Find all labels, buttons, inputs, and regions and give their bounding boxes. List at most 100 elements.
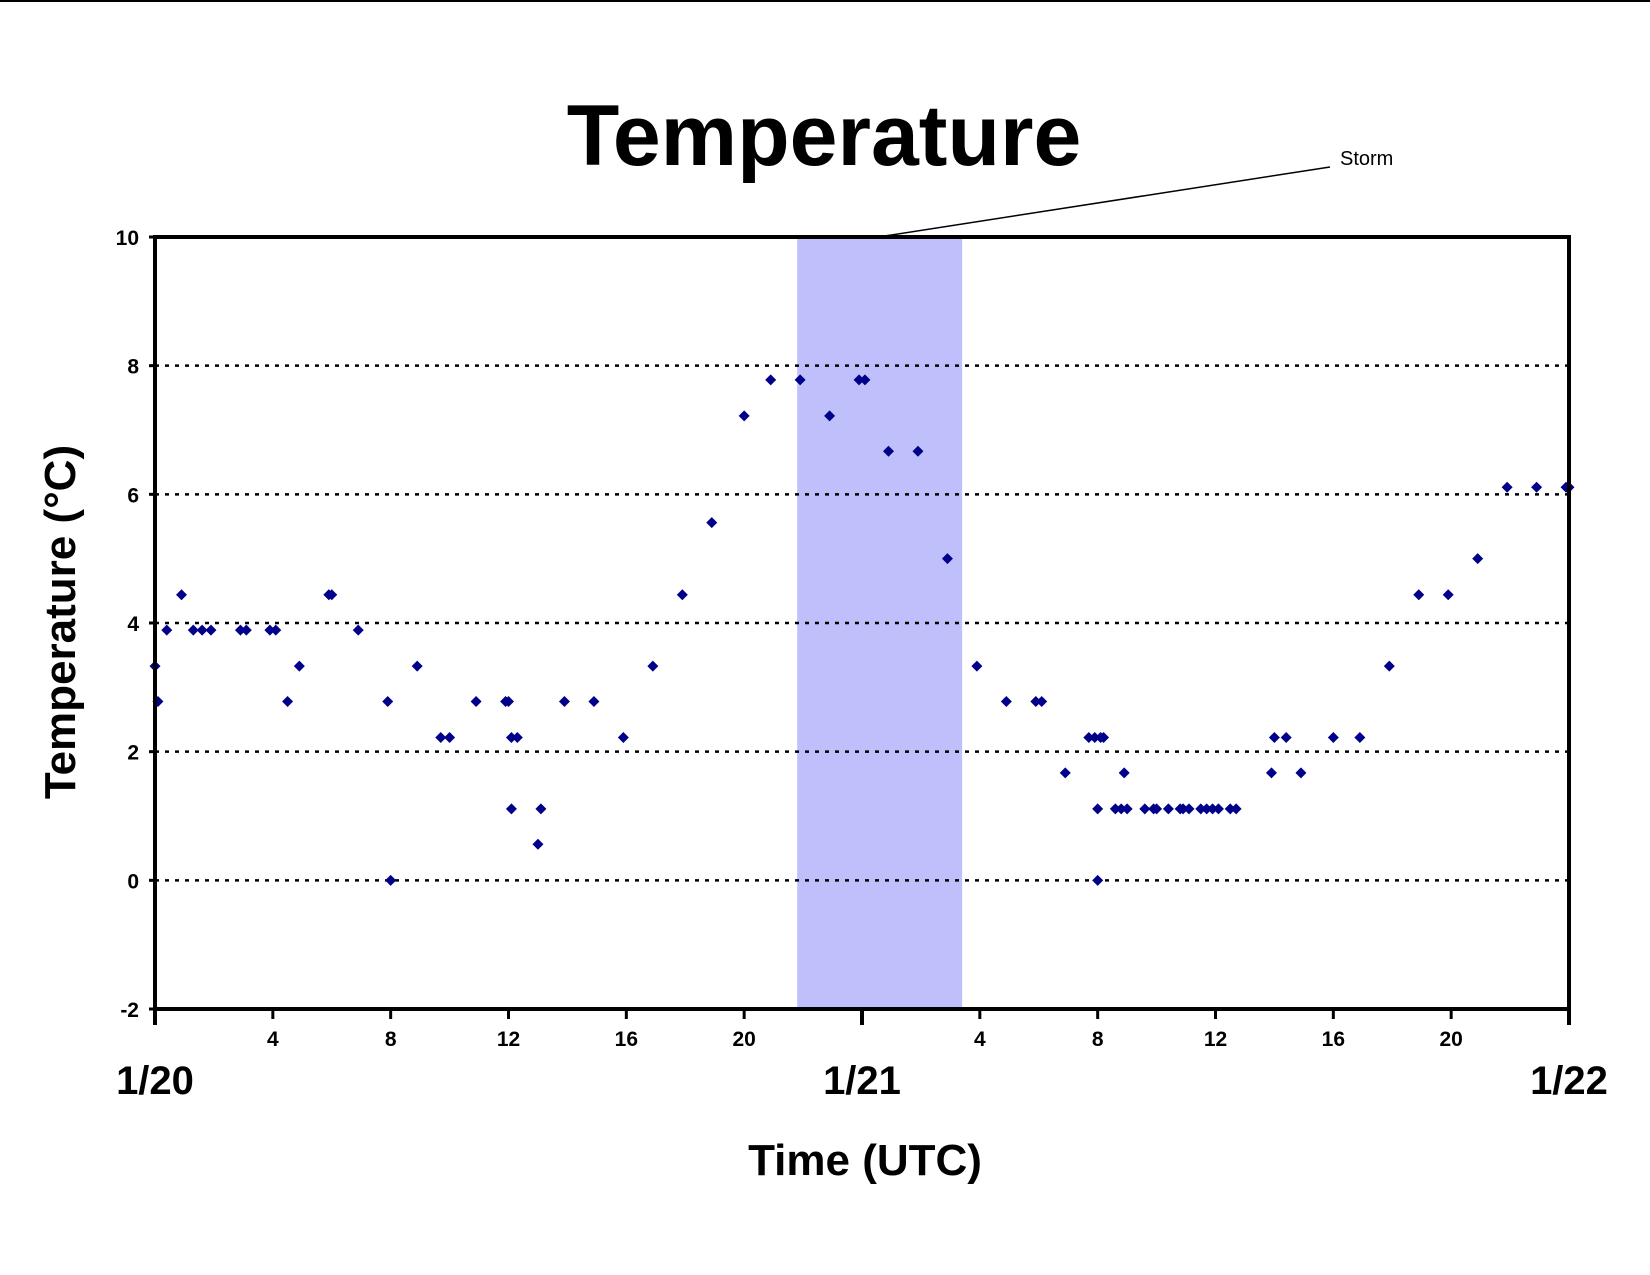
y-tick-label: 8	[127, 356, 139, 379]
data-point	[282, 695, 294, 707]
data-point	[1531, 481, 1543, 493]
data-point	[883, 445, 895, 457]
data-point	[1030, 695, 1042, 707]
data-point	[1183, 803, 1195, 815]
y-axis-title: Temperature (°C)	[36, 445, 85, 799]
x-tick-label: 12	[497, 1028, 520, 1051]
data-point	[264, 624, 276, 636]
data-point	[411, 660, 423, 672]
data-point	[382, 695, 394, 707]
data-point	[187, 624, 199, 636]
data-point	[444, 732, 456, 744]
top-border-line	[0, 0, 1650, 2]
data-point	[1295, 767, 1307, 779]
data-point	[1383, 660, 1395, 672]
x-tick-label: 8	[385, 1028, 397, 1051]
data-point	[738, 410, 750, 422]
storm-layer	[797, 237, 963, 1007]
data-point	[240, 624, 252, 636]
data-point	[1000, 695, 1012, 707]
data-point	[1139, 803, 1151, 815]
data-point	[765, 374, 777, 386]
data-point	[1118, 767, 1130, 779]
y-tick-label: 0	[127, 870, 139, 893]
data-point	[270, 624, 282, 636]
data-point	[1230, 803, 1242, 815]
y-tick-label: 2	[127, 742, 139, 765]
x-tick-label: 20	[1439, 1028, 1462, 1051]
data-point	[1083, 732, 1095, 744]
data-point	[853, 374, 865, 386]
storm-leader-line	[884, 166, 1331, 237]
data-point	[1327, 732, 1339, 744]
data-point	[1268, 732, 1280, 744]
storm-band	[797, 237, 963, 1007]
data-point	[1265, 767, 1277, 779]
data-point	[1442, 589, 1454, 601]
data-point	[293, 660, 305, 672]
day-label: 1/22	[1530, 1059, 1608, 1103]
data-point	[1177, 803, 1189, 815]
day-label: 1/20	[116, 1059, 194, 1103]
data-point	[1472, 553, 1484, 565]
y-tick-label: 6	[127, 484, 139, 507]
data-point	[234, 624, 246, 636]
storm-annotation: Storm	[1340, 148, 1393, 170]
data-point	[532, 838, 544, 850]
data-point	[1121, 803, 1133, 815]
day-labels: 1/20 1/21 1/22	[116, 1059, 1608, 1103]
data-point	[196, 624, 208, 636]
data-point	[503, 695, 514, 707]
data-point	[352, 624, 364, 636]
data-point	[1098, 732, 1110, 744]
data-point	[1207, 803, 1219, 815]
data-point	[1280, 732, 1292, 744]
data-point	[558, 695, 570, 707]
data-point	[176, 589, 188, 601]
data-point	[1224, 803, 1236, 815]
data-point	[1212, 803, 1224, 815]
x-axis-title: Time (UTC)	[748, 1136, 982, 1185]
data-point	[385, 874, 397, 886]
x-tick-label: 8	[1092, 1028, 1104, 1051]
data-point	[676, 589, 688, 601]
y-tick-label: -2	[120, 999, 139, 1022]
data-point	[1036, 695, 1048, 707]
data-point	[859, 374, 871, 386]
data-point	[1501, 481, 1513, 493]
data-point	[161, 624, 173, 636]
data-point	[1092, 803, 1104, 815]
data-point	[535, 803, 547, 815]
data-point	[1151, 803, 1163, 815]
data-point	[794, 374, 806, 386]
data-point	[435, 732, 447, 744]
data-point	[470, 695, 482, 707]
data-point	[941, 553, 953, 565]
data-point	[824, 410, 836, 422]
x-tick-label: 16	[615, 1028, 638, 1051]
data-point	[1201, 803, 1213, 815]
x-axis-ticks: 4 8 12 16 20 4 8 12 16 20	[153, 1009, 1571, 1051]
data-point	[1195, 803, 1207, 815]
data-point	[505, 732, 517, 744]
chart-title: Temperature	[567, 88, 1082, 184]
data-points	[149, 374, 1575, 886]
data-point	[617, 732, 629, 744]
data-point	[647, 660, 659, 672]
y-tick-label: 10	[116, 227, 139, 250]
x-tick-label: 16	[1322, 1028, 1345, 1051]
data-point	[971, 660, 983, 672]
y-tick-label: 4	[127, 613, 139, 636]
data-point	[1089, 732, 1101, 744]
x-tick-label: 4	[974, 1028, 986, 1051]
data-point	[706, 517, 718, 529]
data-point	[1413, 589, 1425, 601]
x-tick-label: 12	[1204, 1028, 1227, 1051]
data-point	[505, 803, 517, 815]
data-point	[511, 732, 523, 744]
data-point	[1109, 803, 1121, 815]
data-point	[1115, 803, 1127, 815]
data-point	[588, 695, 600, 707]
x-tick-label: 4	[267, 1028, 279, 1051]
